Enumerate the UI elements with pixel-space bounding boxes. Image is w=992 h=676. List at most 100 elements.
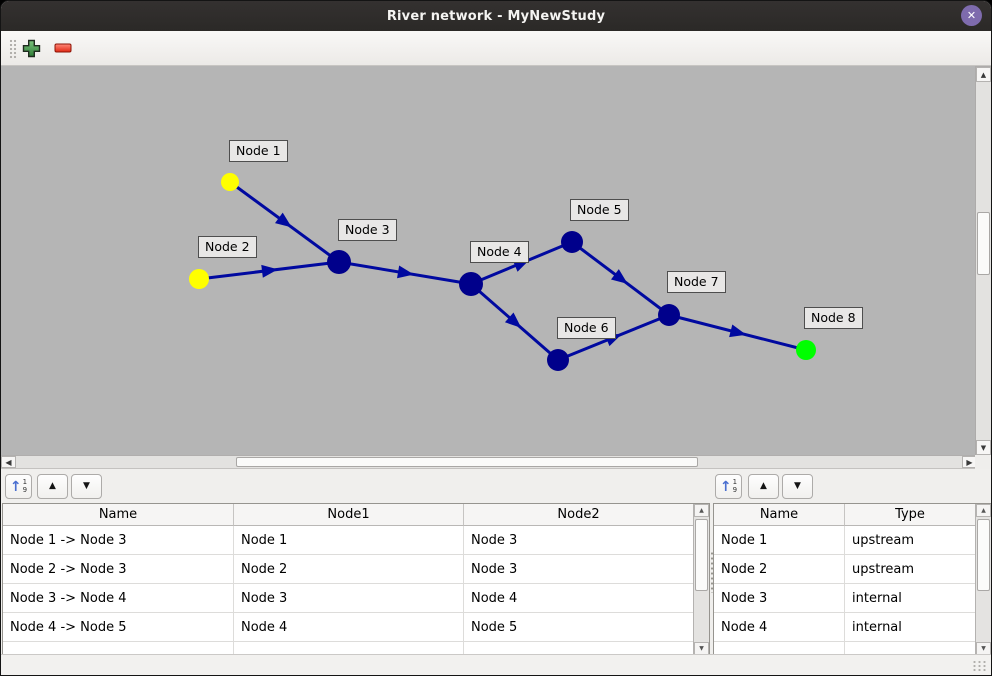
scroll-left-button[interactable]: ◀	[1, 456, 16, 468]
scroll-thumb[interactable]	[977, 519, 990, 591]
add-node-button[interactable]	[19, 36, 43, 60]
table-cell: upstream	[845, 526, 976, 555]
sort-icon: ↑ 1 9	[719, 477, 738, 495]
node-label-node-4: Node 4	[470, 241, 529, 263]
node-label-node-5: Node 5	[570, 199, 629, 221]
table-cell: Node 4	[714, 613, 845, 642]
table-row[interactable]: Node 4 -> Node 5 Node 4 Node 5	[3, 613, 709, 642]
graph-vertical-scrollbar[interactable]: ▲ ▼	[975, 66, 991, 455]
branches-table-scrollbar[interactable]: ▲ ▼	[693, 504, 709, 655]
scroll-up-icon: ▲	[980, 70, 987, 79]
graph-node-node-1[interactable]	[221, 173, 239, 191]
table-cell: Node 2	[714, 555, 845, 584]
table-cell: Node 4	[464, 584, 694, 613]
table-cell: Node 5	[464, 613, 694, 642]
close-icon: ✕	[966, 9, 977, 22]
graph-node-node-6[interactable]	[547, 349, 569, 371]
nodes-move-down-button[interactable]: ▼	[782, 474, 813, 499]
table-cell: internal	[845, 584, 976, 613]
scroll-up-icon: ▲	[981, 507, 986, 514]
nodes-sort-button[interactable]: ↑ 1 9	[715, 474, 742, 499]
plus-icon	[22, 39, 40, 57]
title-bar: River network - MyNewStudy ✕	[1, 1, 991, 31]
horizontal-scroll-thumb[interactable]	[236, 457, 698, 467]
column-header-name[interactable]: Name	[714, 504, 845, 526]
window-resize-grip[interactable]	[972, 660, 987, 672]
node-label-node-8: Node 8	[804, 307, 863, 329]
flow-direction-arrow-icon	[729, 324, 747, 338]
scroll-down-icon: ▼	[699, 645, 704, 652]
table-cell: Node 2 -> Node 3	[3, 555, 234, 584]
nodes-table: Name Type Node 1 upstream Node 2 upstream Nod…	[713, 503, 991, 656]
toolbar-grip-handle[interactable]	[9, 39, 17, 59]
node-label-node-7: Node 7	[667, 271, 726, 293]
scroll-thumb[interactable]	[695, 519, 708, 591]
vertical-scroll-thumb[interactable]	[977, 212, 990, 275]
scroll-up-button[interactable]: ▲	[976, 504, 991, 517]
close-button[interactable]: ✕	[961, 5, 982, 26]
scroll-left-icon: ◀	[5, 457, 12, 467]
node-label-node-6: Node 6	[557, 317, 616, 339]
branches-table-body: Node 1 -> Node 3 Node 1 Node 3 Node 2 -> No…	[3, 526, 709, 655]
scrollbar-corner	[975, 455, 991, 469]
scroll-right-icon: ▶	[966, 457, 973, 467]
sort-icon: ↑ 1 9	[9, 477, 28, 495]
node-label-node-1: Node 1	[229, 140, 288, 162]
toolbar	[1, 31, 991, 66]
minus-icon	[54, 43, 72, 53]
scroll-down-icon: ▼	[981, 645, 986, 652]
table-row[interactable]: Node 4 internal	[714, 613, 991, 642]
graph-node-node-8[interactable]	[796, 340, 816, 360]
graph-node-node-4[interactable]	[459, 272, 483, 296]
graph-node-node-7[interactable]	[658, 304, 680, 326]
nodes-table-body: Node 1 upstream Node 2 upstream Node 3 intern…	[714, 526, 991, 655]
scroll-down-icon: ▼	[980, 443, 987, 452]
flow-direction-arrow-icon	[261, 264, 278, 278]
table-row[interactable]: Node 3 internal	[714, 584, 991, 613]
graph-node-node-2[interactable]	[189, 269, 209, 289]
table-splitter-handle[interactable]	[710, 551, 714, 593]
flow-direction-arrow-icon	[610, 269, 628, 284]
graph-horizontal-scrollbar[interactable]: ◀ ▶	[1, 455, 977, 469]
column-header-name[interactable]: Name	[3, 504, 234, 526]
flow-direction-arrow-icon	[397, 265, 414, 279]
table-row[interactable]: Node 3 -> Node 4 Node 3 Node 4	[3, 584, 709, 613]
table-row[interactable]: Node 2 upstream	[714, 555, 991, 584]
node-label-node-2: Node 2	[198, 236, 257, 258]
table-row[interactable]: Node 1 -> Node 3 Node 1 Node 3	[3, 526, 709, 555]
branches-sort-button[interactable]: ↑ 1 9	[5, 474, 32, 499]
graph-node-node-5[interactable]	[561, 231, 583, 253]
table-cell: Node 2	[234, 555, 464, 584]
table-cell: Node 3	[464, 526, 694, 555]
scroll-up-icon: ▲	[699, 507, 704, 514]
table-row[interactable]: Node 2 -> Node 3 Node 2 Node 3	[3, 555, 709, 584]
branches-move-down-button[interactable]: ▼	[71, 474, 102, 499]
flow-direction-arrow-icon	[275, 212, 292, 228]
table-cell: Node 3 -> Node 4	[3, 584, 234, 613]
branches-move-up-button[interactable]: ▲	[37, 474, 68, 499]
branches-table: Name Node1 Node2 Node 1 -> Node 3 Node 1 Nod…	[2, 503, 710, 656]
column-header-node1[interactable]: Node1	[234, 504, 464, 526]
status-bar	[1, 654, 991, 675]
branches-table-header: Name Node1 Node2	[3, 504, 709, 526]
table-cell: Node 4 -> Node 5	[3, 613, 234, 642]
column-header-node2[interactable]: Node2	[464, 504, 694, 526]
river-network-canvas[interactable]: Node 1 Node 2 Node 3 Node 4 Node 5 Node 6 Node…	[1, 66, 977, 455]
up-arrow-icon: ▲	[760, 481, 767, 491]
nodes-move-up-button[interactable]: ▲	[748, 474, 779, 499]
column-header-type[interactable]: Type	[845, 504, 976, 526]
node-label-node-3: Node 3	[338, 219, 397, 241]
table-cell: internal	[845, 613, 976, 642]
nodes-table-scrollbar[interactable]: ▲ ▼	[975, 504, 991, 655]
scroll-down-button[interactable]: ▼	[976, 440, 991, 455]
scroll-up-button[interactable]: ▲	[976, 67, 991, 82]
table-cell: Node 1	[714, 526, 845, 555]
table-cell: Node 3	[234, 584, 464, 613]
table-row[interactable]: Node 1 upstream	[714, 526, 991, 555]
graph-node-node-3[interactable]	[327, 250, 351, 274]
scroll-up-button[interactable]: ▲	[694, 504, 709, 517]
table-cell: Node 1 -> Node 3	[3, 526, 234, 555]
remove-node-button[interactable]	[51, 36, 75, 60]
table-cell: Node 1	[234, 526, 464, 555]
